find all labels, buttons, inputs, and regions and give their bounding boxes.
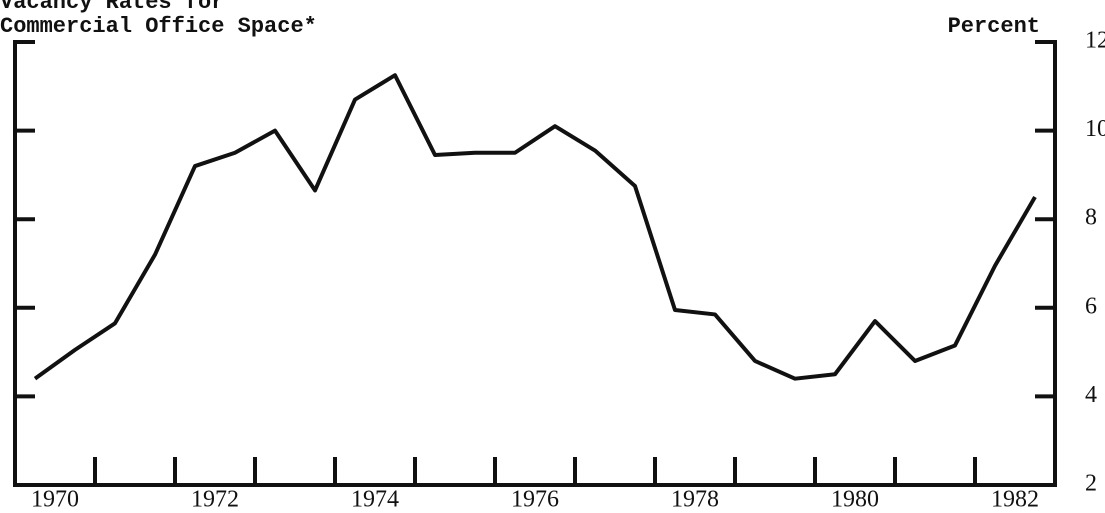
y-tick-label: 12 — [1085, 28, 1105, 54]
y-axis-label: Percent — [948, 14, 1040, 39]
x-tick-label: 1980 — [831, 487, 879, 513]
chart-title-line: Commercial Office Space* — [0, 14, 317, 39]
y-tick-label: 10 — [1085, 116, 1105, 142]
x-tick-label: 1978 — [671, 487, 719, 513]
x-tick-label: 1976 — [511, 487, 559, 513]
chart-title-line: Vacancy Rates for — [0, 0, 224, 15]
y-tick-label: 2 — [1085, 471, 1097, 497]
x-tick-label: 1972 — [191, 487, 239, 513]
x-tick-label: 1970 — [31, 487, 79, 513]
y-tick-label: 6 — [1085, 293, 1097, 319]
y-tick-label: 8 — [1085, 205, 1097, 231]
y-tick-label: 4 — [1085, 382, 1097, 408]
x-tick-label: 1974 — [351, 487, 399, 513]
data-line — [33, 73, 1037, 381]
x-tick-label: 1982 — [991, 487, 1039, 513]
